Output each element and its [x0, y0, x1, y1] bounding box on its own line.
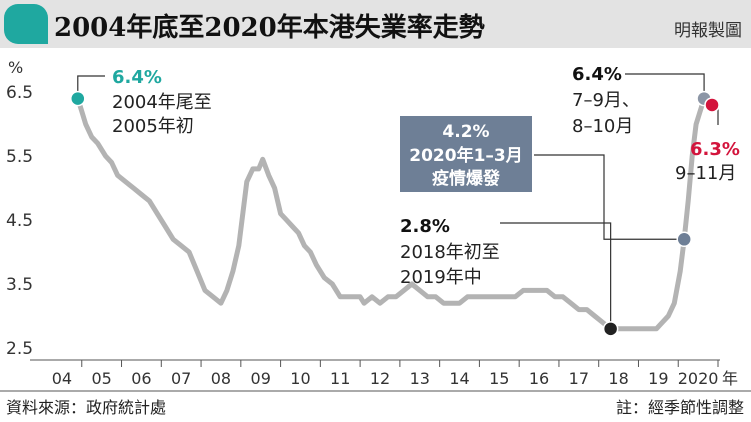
x-tick-label: 12 [370, 369, 390, 388]
x-tick-label: 04 [52, 369, 72, 388]
annotation-2020q1-line1: 2020年1–3月 [409, 145, 522, 166]
y-tick-label: 4.5 [6, 211, 33, 231]
x-tick-label: 2020 [678, 369, 719, 388]
x-tick-label: 08 [211, 369, 231, 388]
annotation-2004: 6.4% 2004年尾至 2005年初 [112, 67, 212, 137]
header-band [0, 0, 751, 48]
x-tick-label: 14 [449, 369, 469, 388]
y-axis-unit: % [8, 58, 23, 77]
annotation-2020q1-value: 4.2% [442, 122, 489, 142]
annotation-2020q3-value: 6.4% [572, 64, 622, 85]
x-tick-label: 17 [569, 369, 589, 388]
annotation-2020q4: 6.3% 9–11月 [675, 139, 740, 184]
annotation-leader-line [534, 154, 685, 240]
x-tick-label: 19 [648, 369, 668, 388]
annotation-leader-line [500, 222, 612, 329]
x-tick-label: 11 [330, 369, 350, 388]
x-tick-label: 09 [251, 369, 271, 388]
chart-title: 2004年底至2020年本港失業率走勢 [54, 12, 485, 43]
unemployment-line [75, 96, 715, 332]
seasonal-adjustment-note: 註：經季節性調整 [616, 398, 744, 417]
data-marker [704, 97, 720, 113]
annotation-2018-line2: 2019年中 [400, 267, 482, 288]
y-tick-label: 2.5 [6, 339, 33, 359]
x-axis-unit: 年 [722, 369, 738, 388]
annotation-2004-value: 6.4% [112, 67, 162, 88]
annotation-2020q3-line2: 8–10月 [572, 116, 633, 137]
source-note: 資料來源：政府統計處 [6, 398, 166, 417]
y-tick-labels: 6.5 5.5 4.5 3.5 2.5 [6, 83, 33, 359]
x-tick-label: 16 [529, 369, 549, 388]
annotation-2020q1-line2: 疫情爆發 [432, 168, 500, 189]
annotation-2004-line1: 2004年尾至 [112, 92, 212, 113]
annotation-2020q3-line1: 7–9月、 [572, 90, 640, 111]
annotation-2004-line2: 2005年初 [112, 116, 194, 137]
x-tick-label: 15 [489, 369, 509, 388]
x-tick-label: 06 [131, 369, 151, 388]
annotation-2020q4-line1: 9–11月 [675, 163, 736, 184]
annotation-2020q4-value: 6.3% [690, 139, 740, 160]
y-tick-label: 3.5 [6, 275, 33, 295]
annotation-leaders [77, 73, 719, 329]
x-tick-label: 10 [290, 369, 310, 388]
x-tick-label: 13 [410, 369, 430, 388]
x-tick-label: 18 [608, 369, 628, 388]
data-marker [676, 231, 692, 248]
annotation-2018-value: 2.8% [400, 216, 450, 237]
title-badge-icon [4, 4, 48, 44]
annotation-2020q1: 4.2% 2020年1–3月 疫情爆發 [400, 116, 532, 192]
annotation-2018: 2.8% 2018年初至 2019年中 [400, 216, 500, 288]
x-tick-label: 05 [91, 369, 111, 388]
credit-label: 明報製圖 [674, 21, 742, 41]
x-tick-label: 07 [171, 369, 191, 388]
x-tick-labels: 04 05 06 07 08 09 10 11 12 13 14 15 16 17 18 19 2020 [52, 369, 719, 388]
annotation-2018-line1: 2018年初至 [400, 242, 500, 263]
annotation-2020q1-box [400, 116, 532, 192]
x-tick-marks [81, 360, 719, 367]
y-tick-label: 6.5 [6, 83, 33, 103]
y-tick-label: 5.5 [6, 147, 33, 167]
data-markers [70, 90, 720, 337]
annotation-2020q3: 6.4% 7–9月、 8–10月 [572, 64, 640, 137]
annotation-leader-line [625, 73, 705, 99]
data-marker [70, 90, 86, 107]
data-marker [602, 321, 619, 337]
